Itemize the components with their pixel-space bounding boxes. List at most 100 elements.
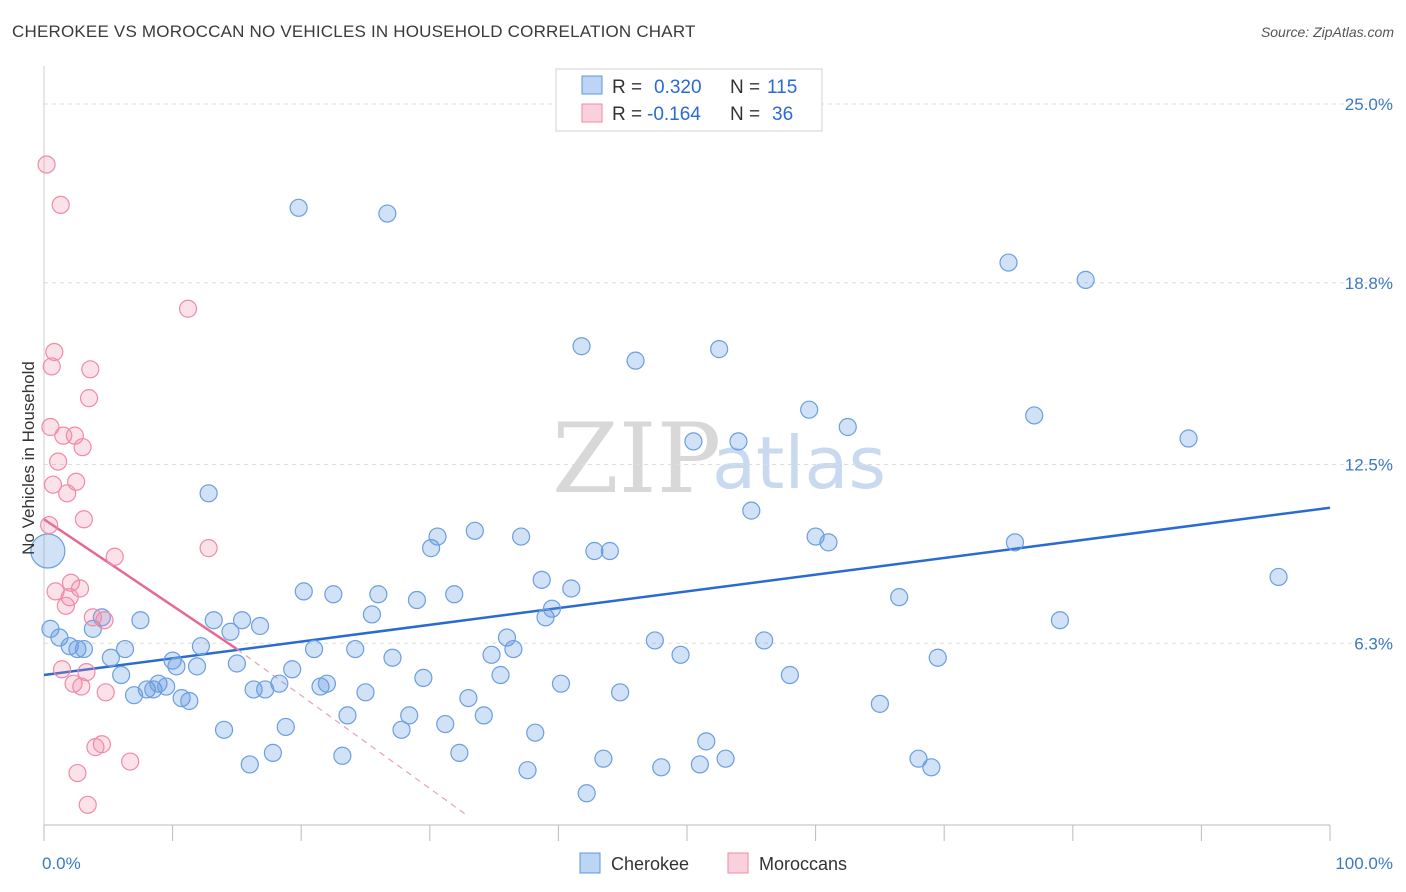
legend-r-label-1: R = (612, 77, 642, 98)
cherokee-point-19 (180, 691, 199, 711)
cherokee-point-104 (1025, 406, 1044, 425)
cherokee-point-26 (227, 654, 246, 673)
cherokee-point-40 (317, 674, 337, 693)
moroccans-point-3 (42, 357, 61, 376)
cherokee-point-36 (289, 198, 308, 217)
cherokee-point-9 (115, 639, 135, 659)
trend-lines (43, 506, 1331, 817)
moroccans-point-20 (72, 677, 91, 696)
cherokee-point-92 (780, 665, 799, 685)
cherokee-point-17 (167, 657, 186, 676)
chart-title: CHEROKEE VS MOROCCAN NO VEHICLES IN HOUS… (12, 22, 696, 41)
cherokee-point-44 (346, 639, 365, 659)
moroccans-point-18 (68, 763, 87, 783)
cherokee-point-79 (611, 683, 630, 702)
moroccans-point-0 (37, 155, 56, 174)
x-tick-label-0: 0.0% (42, 854, 81, 873)
cherokee-point-65 (504, 639, 523, 659)
moroccans-point-23 (77, 663, 96, 682)
cherokee-point-103 (1005, 533, 1025, 552)
moroccans-point-9 (52, 660, 72, 679)
moroccans-point-1 (40, 515, 59, 535)
cherokee-point-81 (645, 631, 664, 650)
cherokee-point-30 (250, 616, 270, 636)
bottom-legend-swatch-cherokee (579, 852, 601, 874)
cherokee-point-63 (491, 665, 510, 685)
bottom-legend-swatch-moroccans (727, 852, 749, 874)
cherokee-point-68 (526, 723, 545, 742)
cherokee-point-82 (652, 758, 671, 777)
x-tick-labels: 0.0% 100.0% (42, 854, 1393, 873)
watermark-zip: ZIP (552, 403, 721, 515)
cherokee-point-54 (421, 539, 441, 558)
cherokee-point-97 (870, 694, 890, 713)
legend-n-label-2: N = (730, 104, 760, 125)
y-tick-label-2: 18.8% (1345, 274, 1393, 293)
cherokee-point-85 (690, 755, 709, 774)
cherokee-point-34 (276, 717, 295, 737)
cherokee-point-93 (800, 400, 819, 419)
cherokee-point-37 (294, 582, 313, 601)
cherokee-point-27 (232, 611, 252, 630)
legend-swatch-moroccans (581, 103, 603, 123)
legend-r-label-2: R = (612, 104, 642, 125)
cherokee-point-66 (512, 527, 531, 546)
cherokee-point-90 (742, 501, 761, 520)
cherokee-point-96 (838, 417, 857, 437)
cherokee-point-8 (112, 665, 131, 685)
cherokee-point-32 (263, 743, 283, 762)
bottom-legend: Cherokee Moroccans (579, 852, 847, 874)
cherokee-point-107 (1179, 429, 1198, 448)
cherokee-point-98 (890, 588, 909, 607)
bottom-legend-cherokee: Cherokee (611, 854, 689, 874)
cherokee-point-22 (199, 484, 218, 503)
cherokee-point-43 (338, 706, 357, 725)
cherokee-point-69 (532, 570, 551, 589)
cherokee-point-57 (445, 585, 464, 604)
cherokee-point-88 (716, 749, 735, 768)
moroccans-point-31 (105, 547, 124, 566)
cherokee-point-72 (551, 674, 571, 693)
bottom-legend-moroccans: Moroccans (759, 854, 847, 874)
y-tick-labels: 6.3% 12.5% 18.8% 25.0% (1345, 95, 1393, 653)
cherokee-point-76 (585, 541, 604, 561)
cherokee-point-84 (684, 432, 703, 451)
moroccans-point-28 (92, 735, 111, 754)
cherokee-point-87 (710, 340, 729, 359)
cherokee-point-75 (577, 784, 596, 803)
moroccans-point-24 (79, 389, 99, 408)
cherokee-point-48 (378, 204, 397, 223)
moroccans-point-34 (199, 539, 218, 558)
cherokee-point-45 (356, 683, 375, 702)
cherokee-point-41 (324, 585, 343, 604)
moroccans-point-29 (95, 611, 114, 630)
watermark: ZIP atlas (552, 403, 886, 515)
moroccans-point-22 (74, 510, 93, 529)
moroccans-point-8 (51, 195, 70, 215)
moroccans-point-5 (45, 342, 64, 362)
cherokee-point-53 (414, 668, 433, 688)
cherokee-point-100 (922, 758, 941, 777)
y-tick-label-0: 6.3% (1354, 634, 1393, 653)
x-tick-label-1: 100.0% (1335, 854, 1393, 873)
cherokee-point-38 (304, 639, 324, 659)
cherokee-point-15 (157, 677, 176, 696)
axes (43, 66, 1331, 841)
cherokee-point-101 (928, 648, 947, 667)
cherokee-point-7 (101, 648, 120, 667)
chart-source: Source: ZipAtlas.com (1260, 24, 1394, 40)
cherokee-point-80 (626, 351, 645, 370)
moroccans-point-33 (178, 299, 198, 318)
cherokee-point-35 (283, 660, 302, 679)
cherokee-point-47 (369, 585, 388, 604)
moroccans-point-26 (83, 608, 102, 627)
y-tick-label-1: 12.5% (1345, 455, 1393, 474)
watermark-atlas: atlas (712, 421, 886, 505)
cherokee-point-24 (214, 720, 234, 739)
cherokee-point-59 (459, 688, 478, 708)
cherokee-point-86 (697, 732, 716, 751)
moroccans-trend-extension (236, 648, 469, 817)
cherokee-point-91 (755, 631, 774, 650)
cherokee-trend-line (43, 506, 1331, 677)
cherokee-point-3 (68, 639, 87, 659)
